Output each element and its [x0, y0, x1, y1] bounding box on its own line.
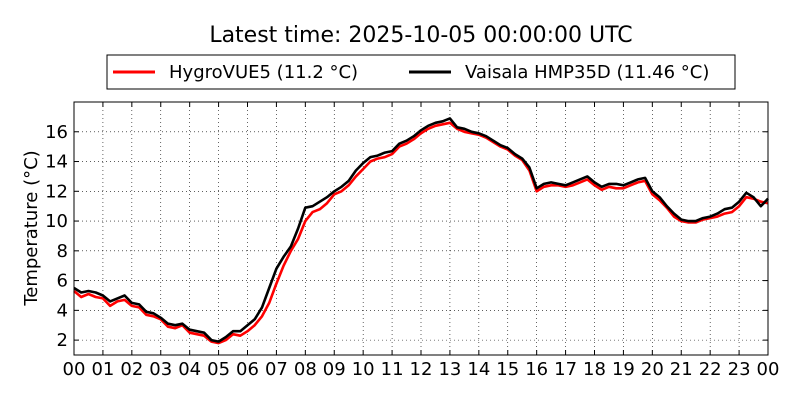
x-tick-label: 18 [583, 359, 606, 380]
x-tick-label: 17 [554, 359, 577, 380]
x-tick-label: 05 [207, 359, 230, 380]
y-axis: 2 4 6 8 10 12 14 16 [45, 122, 768, 351]
y-tick-label: 8 [57, 241, 68, 262]
axes-frame [73, 101, 769, 356]
chart-title: Latest time: 2025-10-05 00:00:00 UTC [209, 23, 632, 48]
series-line-hygrovue [73, 121, 769, 345]
y-tick-label: 10 [45, 211, 68, 232]
x-tick-label: 14 [467, 359, 490, 380]
x-tick-label: 21 [670, 359, 693, 380]
y-tick-label: 14 [45, 152, 68, 173]
y-axis-label: Temperature (°C) [21, 150, 42, 306]
x-tick-label: 00 [63, 359, 86, 380]
x-tick-label: 12 [410, 359, 433, 380]
legend-label-vaisala: Vaisala HMP35D (11.46 °C) [465, 62, 709, 83]
x-tick-label: 20 [641, 359, 664, 380]
x-tick-label: 19 [612, 359, 635, 380]
x-tick-label: 13 [438, 359, 461, 380]
x-tick-label: 08 [294, 359, 317, 380]
series-line-vaisala [73, 117, 769, 343]
x-tick-label: 15 [496, 359, 519, 380]
plot-area [73, 117, 769, 345]
legend: HygroVUE5 (11.2 °C) Vaisala HMP35D (11.4… [106, 54, 736, 90]
x-tick-label: 09 [323, 359, 346, 380]
x-tick-label: 10 [352, 359, 375, 380]
x-tick-label: 16 [525, 359, 548, 380]
x-tick-label: 06 [236, 359, 259, 380]
x-tick-label: 04 [178, 359, 201, 380]
grid [74, 102, 768, 355]
x-tick-label: 07 [265, 359, 288, 380]
legend-label-hygrovue: HygroVUE5 (11.2 °C) [169, 62, 358, 83]
y-tick-label: 12 [45, 181, 68, 202]
y-tick-label: 16 [45, 122, 68, 143]
x-tick-label: 03 [149, 359, 172, 380]
x-tick-label: 23 [728, 359, 751, 380]
x-tick-label: 00 [757, 359, 780, 380]
x-tick-label: 01 [91, 359, 114, 380]
x-tick-label: 11 [381, 359, 404, 380]
x-axis: 00 01 02 03 04 05 06 07 08 09 10 11 12 13 14 15 16 17 18 19… [63, 102, 780, 380]
y-tick-label: 2 [57, 330, 68, 351]
y-tick-label: 4 [57, 300, 68, 321]
y-tick-label: 6 [57, 271, 68, 292]
x-tick-label: 22 [699, 359, 722, 380]
x-tick-label: 02 [120, 359, 143, 380]
